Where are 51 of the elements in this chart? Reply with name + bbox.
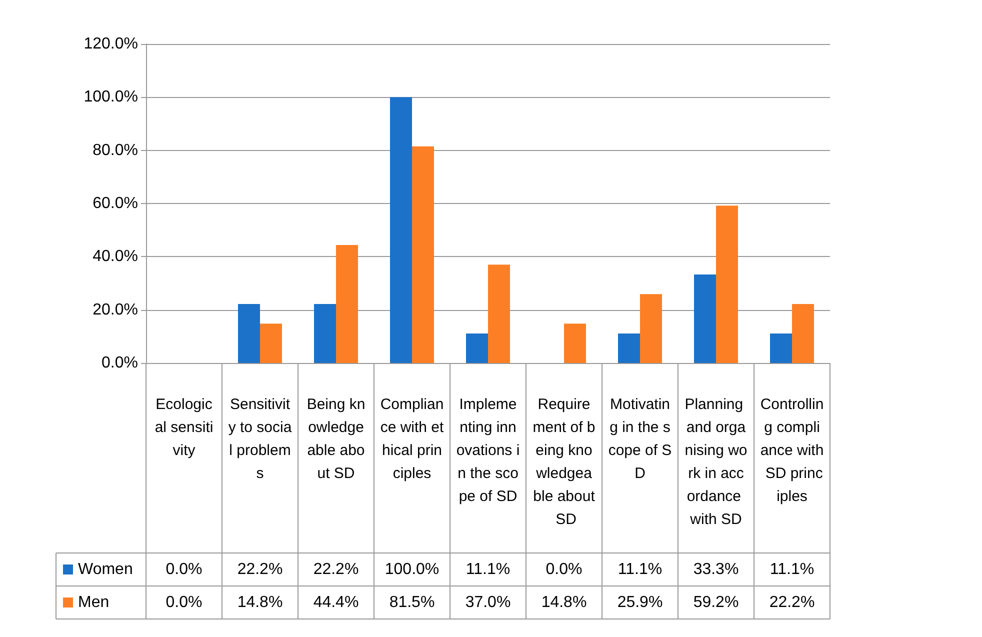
y-tick-label: 60.0%	[92, 195, 138, 212]
x-tick-label: Planning and organising work in accordance with SD	[684, 396, 748, 528]
x-tick-label: Compliance with ethical principles	[380, 396, 445, 482]
data-label: 81.5%	[389, 594, 435, 611]
data-label: 22.2%	[769, 594, 815, 611]
data-label: 14.8%	[237, 594, 283, 611]
data-label: 14.8%	[541, 594, 587, 611]
x-tick-label: Requirement of being knowledgeable about SD	[532, 396, 596, 528]
legend-label: Men	[78, 594, 110, 611]
data-label: 59.2%	[693, 594, 739, 611]
bar	[260, 324, 282, 363]
x-tick-label: Motivating in the scope of SD	[608, 396, 672, 482]
bar	[336, 244, 358, 363]
y-tick-label: 80.0%	[92, 142, 138, 159]
y-tick-label: 40.0%	[92, 248, 138, 266]
data-label: 0.0%	[546, 561, 582, 578]
bar	[564, 324, 586, 363]
bar	[640, 294, 662, 363]
data-label: 0.0%	[166, 594, 202, 611]
y-tick-label: 0.0%	[102, 354, 138, 372]
bar	[694, 274, 716, 363]
bar	[238, 304, 260, 363]
data-label: 22.2%	[313, 561, 359, 578]
data-label: 33.3%	[693, 561, 739, 578]
bar	[390, 97, 412, 363]
bar	[618, 333, 640, 363]
x-tick-label: Being knowledgeable about SD	[306, 396, 366, 482]
bar	[716, 206, 738, 363]
bar	[466, 333, 488, 363]
x-tick-label: Implementing innovations in the scope of SD	[456, 396, 520, 505]
x-tick-label: Controlling compliance with SD principles	[760, 396, 824, 505]
bar	[488, 264, 510, 363]
legend-label: Women	[78, 561, 133, 578]
data-label: 37.0%	[465, 594, 511, 611]
bar	[792, 304, 814, 363]
data-label: 11.1%	[770, 561, 814, 578]
x-tick-label: Sensitivity to social problems	[228, 396, 292, 482]
data-label: 11.1%	[466, 561, 510, 578]
bar	[412, 146, 434, 363]
data-label: 25.9%	[617, 594, 663, 611]
y-tick-label: 20.0%	[92, 301, 138, 318]
data-label: 0.0%	[166, 561, 202, 578]
y-tick-label: 100.0%	[84, 88, 138, 106]
bar	[314, 304, 336, 363]
data-label: 100.0%	[384, 561, 440, 578]
y-tick-label: 120.0%	[84, 36, 138, 52]
data-label: 44.4%	[313, 594, 359, 611]
data-label: 22.2%	[237, 561, 283, 578]
x-tick-label: Ecological sensitivity	[154, 396, 214, 459]
bar	[770, 333, 792, 363]
data-label: 11.1%	[618, 561, 662, 578]
